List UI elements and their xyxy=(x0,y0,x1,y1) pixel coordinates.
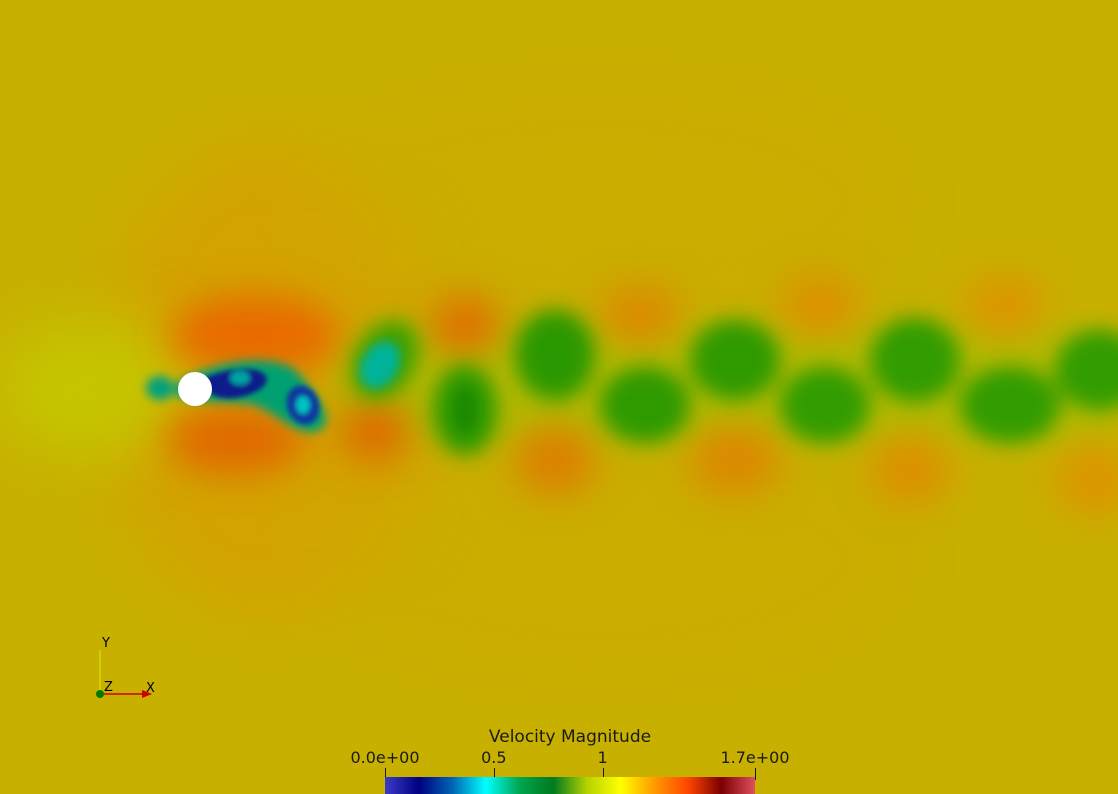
colorbar-tick-label: 0.0e+00 xyxy=(350,748,420,767)
orientation-axes xyxy=(96,650,152,698)
y-axis-label: Y xyxy=(102,636,110,651)
colorbar xyxy=(385,777,755,794)
cylinder xyxy=(178,372,212,406)
colorbar-tick-label: 1.7e+00 xyxy=(720,748,790,767)
colorbar-gradient xyxy=(385,777,755,794)
colorbar-tick-label: 1 xyxy=(597,748,608,767)
accel-lobes xyxy=(165,275,1118,515)
colorbar-tick-mark xyxy=(602,768,604,780)
recirculation-core xyxy=(200,368,320,425)
wake-vortices xyxy=(351,310,1118,455)
colorbar-title: Velocity Magnitude xyxy=(488,727,652,747)
colorbar-tick-mark xyxy=(385,768,386,780)
colorbar-tick-mark xyxy=(493,768,495,780)
x-axis-label: X xyxy=(146,681,155,696)
z-axis-label: Z xyxy=(104,680,113,695)
colorbar-tick-mark xyxy=(755,768,756,780)
colorbar-tick-label: 0.5 xyxy=(481,748,507,767)
stagnation-region xyxy=(0,318,195,458)
